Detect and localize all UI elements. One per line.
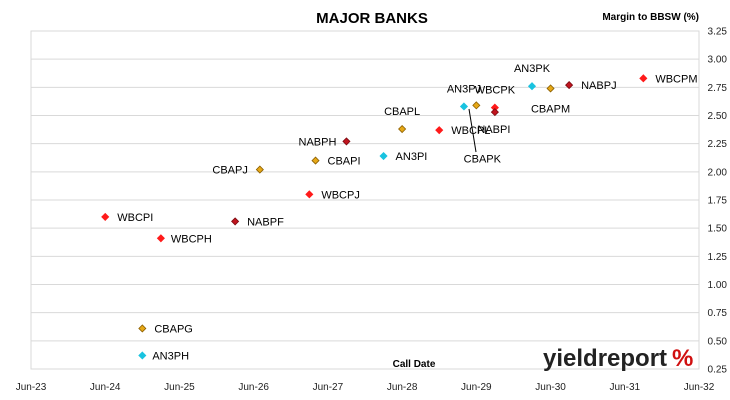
point-nabph [342, 137, 351, 146]
label-an3pj: AN3PJ [447, 83, 481, 95]
y-tick-label: 0.50 [708, 336, 728, 347]
y-tick-label: 0.75 [708, 308, 728, 319]
x-tick-label: Jun-23 [16, 382, 47, 393]
x-tick-label: Jun-26 [238, 382, 269, 393]
point-cbapg [138, 324, 147, 333]
label-wbcph: WBCPH [171, 233, 212, 245]
gridlines [31, 30, 699, 342]
label-cbapl: CBAPL [384, 106, 420, 118]
y-tick-label: 3.25 [708, 27, 728, 38]
label-wbcpj: WBCPJ [321, 189, 360, 201]
label-nabpj: NABPJ [581, 80, 616, 92]
x-tick-label: Jun-28 [387, 382, 418, 393]
y-tick-label: 2.50 [708, 111, 728, 122]
x-tick-labels: Jun-23 Jun-24 Jun-25 Jun-26 Jun-27 Jun-28 Jun-… [16, 382, 715, 393]
x-tick-label: Jun-30 [535, 382, 566, 393]
x-axis-label: Call Date [393, 359, 436, 370]
label-nabpf: NABPF [247, 216, 284, 228]
label-nabpi: NABPI [477, 124, 510, 136]
point-nabpj [565, 81, 574, 90]
label-an3ph: AN3PH [152, 350, 189, 362]
x-tick-label: Jun-32 [684, 382, 715, 393]
point-cbapl [398, 124, 407, 134]
label-an3pk: AN3PK [514, 63, 551, 75]
point-wbcpi [101, 212, 110, 221]
label-cbapj: CBAPJ [212, 165, 247, 177]
point-an3ph [138, 351, 147, 360]
label-cbapk: CBAPK [464, 153, 502, 165]
y-tick-label: 2.00 [708, 167, 728, 178]
point-nabpi [490, 108, 499, 117]
cbapk-leader-line [468, 108, 477, 153]
y-tick-label: 1.75 [708, 196, 728, 207]
label-wbcpk: WBCPK [475, 85, 516, 97]
label-cbapm: CBAPM [531, 103, 570, 115]
y-axis-label: Margin to BBSW (%) [602, 12, 699, 23]
point-cbapm [546, 84, 555, 93]
logo-symbol: % [672, 345, 693, 372]
label-an3pi: AN3PI [396, 151, 428, 163]
y-tick-label: 1.00 [708, 280, 728, 291]
y-tick-labels: 0.25 0.50 0.75 1.00 1.25 1.50 1.75 2.00 2.25 2.50… [708, 27, 728, 376]
point-an3pi [379, 151, 388, 161]
point-cbapi [311, 156, 320, 165]
label-nabph: NABPH [299, 136, 337, 148]
label-cbapg: CBAPG [154, 323, 193, 335]
y-tick-label: 0.25 [708, 365, 728, 376]
label-cbapi: CBAPI [328, 156, 361, 168]
logo-text: yieldreport [543, 345, 667, 372]
yieldreport-logo: yieldreport % [543, 345, 693, 372]
label-wbcpm: WBCPM [655, 73, 697, 85]
data-points [101, 74, 648, 360]
label-wbcpl: WBCPL [451, 125, 490, 137]
point-an3pk [527, 82, 537, 91]
y-tick-label: 1.50 [708, 224, 728, 235]
y-tick-label: 2.75 [708, 83, 728, 94]
y-tick-label: 2.25 [708, 139, 728, 150]
label-wbcpi: WBCPI [117, 212, 153, 224]
point-an3pj [459, 102, 469, 111]
y-tick-label: 3.00 [708, 55, 728, 66]
point-nabpf [231, 217, 240, 226]
x-tick-label: Jun-27 [313, 382, 344, 393]
x-tick-label: Jun-29 [461, 382, 492, 393]
point-wbcpj [305, 190, 314, 199]
x-tick-label: Jun-25 [164, 382, 195, 393]
point-wbcph [156, 234, 165, 243]
point-cbapk [472, 101, 481, 110]
point-cbapj [255, 165, 264, 174]
point-labels: WBCPI WBCPH NABPF CBAPJ WBCPJ CBAPI NABPH AN3PI… [117, 63, 697, 362]
x-tick-label: Jun-24 [90, 382, 121, 393]
point-wbcpl [435, 126, 444, 135]
chart-title: MAJOR BANKS [316, 10, 428, 27]
y-tick-label: 1.25 [708, 252, 728, 263]
x-tick-label: Jun-31 [609, 382, 640, 393]
point-wbcpm [639, 74, 648, 83]
